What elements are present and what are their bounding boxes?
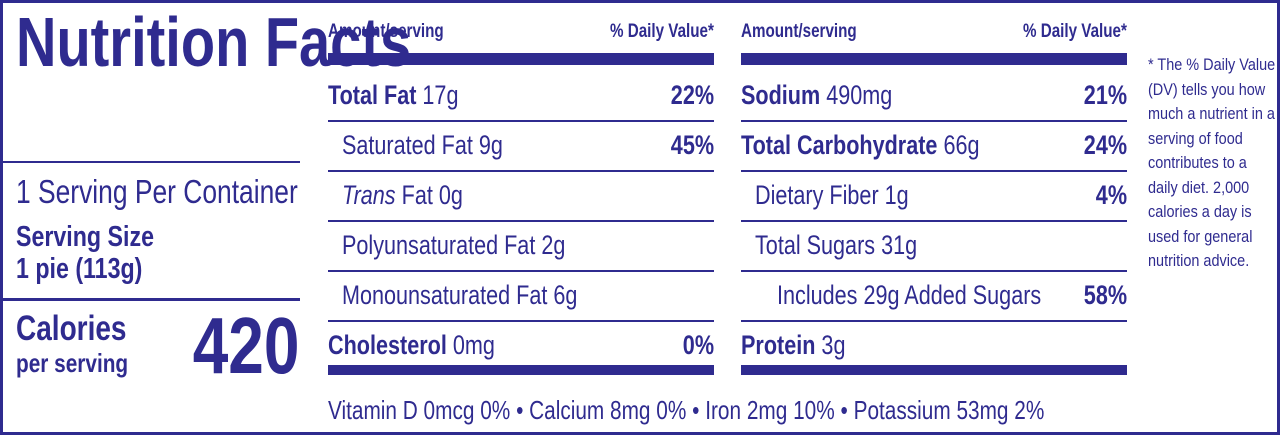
separator: • <box>840 395 848 425</box>
nutrient-name: Monounsaturated Fat 6g <box>342 280 578 310</box>
amount-header: Amount/serving <box>741 21 857 42</box>
vitamins: Vitamin D 0mcg 0% • Calcium 8mg 0% • Iro… <box>328 393 1223 427</box>
daily-value: 58% <box>1083 280 1127 310</box>
nutrient-name: Cholesterol <box>328 330 447 360</box>
nutrient-name-italic: Trans <box>342 180 396 210</box>
dv-header: % Daily Value* <box>610 21 714 42</box>
separator: • <box>692 395 700 425</box>
vitamin: Vitamin D 0mcg 0% <box>328 395 511 425</box>
nutrient-amount: 66g <box>943 130 980 160</box>
nutrient-amount: 3g <box>821 330 846 360</box>
daily-value: 4% <box>1095 180 1127 210</box>
daily-value: 45% <box>670 130 714 160</box>
footnote-block: * The % Daily Value (DV) tells you how m… <box>1148 53 1280 274</box>
nutrient-amount: 490mg <box>826 80 893 110</box>
servings-row: 1 Serving Per Container <box>16 173 368 211</box>
title: Nutrition Facts <box>16 3 412 81</box>
amount-header: Amount/serving <box>328 21 444 42</box>
nutrient-name: Total Fat <box>328 80 417 110</box>
nutrient-name: Saturated Fat 9g <box>342 130 503 160</box>
spacer <box>300 3 303 383</box>
nutrient-name: Total Sugars 31g <box>755 230 918 260</box>
calories-label-block: Calories <box>16 309 154 349</box>
divider <box>3 298 300 301</box>
nutrient-name: Sodium <box>741 80 821 110</box>
separator: • <box>516 395 524 425</box>
calories-value-block: 420 <box>166 303 299 389</box>
vitamin: Potassium 53mg 2% <box>853 395 1045 425</box>
daily-value: 0% <box>682 330 714 360</box>
daily-value: 22% <box>670 80 714 110</box>
vitamin-line: Vitamin D 0mcg 0% • Calcium 8mg 0% • Iro… <box>328 393 1044 427</box>
thick-bar <box>328 53 714 65</box>
title-block: Nutrition Facts <box>16 3 412 81</box>
thick-bar <box>741 53 1127 65</box>
vitamin: Calcium 8mg 0% <box>529 395 687 425</box>
nutrient-row: Total Fat 17g 22% <box>328 70 714 122</box>
nutrient-row: Polyunsaturated Fat 2g <box>328 220 714 272</box>
column-header: Amount/serving % Daily Value* <box>741 21 1127 49</box>
nutrient-name: Fat 0g <box>401 180 463 210</box>
nutrient-name: Protein <box>741 330 816 360</box>
nutrient-name: Polyunsaturated Fat 2g <box>342 230 566 260</box>
nutrient-row: Protein 3g <box>741 320 1127 370</box>
nutrient-amount: 17g <box>422 80 459 110</box>
nutrient-name: Dietary Fiber 1g <box>755 180 909 210</box>
daily-value: 21% <box>1083 80 1127 110</box>
nutrient-row: Total Carbohydrate 66g 24% <box>741 120 1127 172</box>
servings: 1 Serving Per Container <box>16 173 298 210</box>
vitamin: Iron 2mg 10% <box>705 395 835 425</box>
calories-label: Calories <box>16 309 127 348</box>
nutrient-row: Dietary Fiber 1g 4% <box>741 170 1127 222</box>
nutrient-row: Total Sugars 31g <box>741 220 1127 272</box>
nutrient-row: Includes 29g Added Sugars 58% <box>741 270 1127 322</box>
serving-size-value: 1 pie (113g) <box>16 253 143 285</box>
footnote: * The % Daily Value (DV) tells you how m… <box>1148 55 1276 270</box>
serving-size-label: Serving Size <box>16 221 154 253</box>
thick-bar <box>741 365 1127 375</box>
nutrient-name: Includes 29g Added Sugars <box>777 280 1042 310</box>
nutrient-name: Total Carbohydrate <box>741 130 938 160</box>
calories-value: 420 <box>192 301 299 390</box>
nutrient-row: Saturated Fat 9g 45% <box>328 120 714 172</box>
dv-header: % Daily Value* <box>1023 21 1127 42</box>
nutrient-row: Sodium 490mg 21% <box>741 70 1127 122</box>
daily-value: 24% <box>1083 130 1127 160</box>
calories-sublabel-block: per serving <box>16 348 156 379</box>
nutrient-row: Cholesterol 0mg 0% <box>328 320 714 370</box>
divider <box>3 161 300 163</box>
thick-bar <box>328 365 714 375</box>
serving-size: Serving Size 1 pie (113g) <box>16 221 306 285</box>
nutrient-row: Monounsaturated Fat 6g <box>328 270 714 322</box>
column-header: Amount/serving % Daily Value* <box>328 21 714 49</box>
nutrient-amount: 0mg <box>452 330 495 360</box>
calories-sublabel: per serving <box>16 348 129 378</box>
nutrient-row: Trans Fat 0g <box>328 170 714 222</box>
